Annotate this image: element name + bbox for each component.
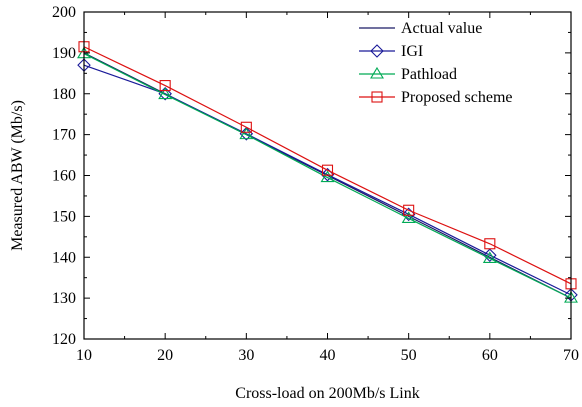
y-tick-label: 160 — [52, 168, 76, 185]
x-tick-label: 30 — [238, 347, 254, 364]
data-point — [240, 121, 252, 133]
plot-area — [77, 41, 578, 303]
data-point — [159, 80, 171, 92]
x-tick-label: 10 — [76, 347, 92, 364]
y-tick-label: 130 — [52, 290, 76, 307]
square-marker — [240, 121, 252, 133]
data-point — [320, 170, 335, 183]
triangle-marker — [370, 66, 384, 79]
data-point — [158, 86, 172, 101]
diamond-marker — [483, 248, 497, 262]
square-marker — [321, 164, 334, 176]
data-point — [482, 251, 497, 264]
data-point — [401, 211, 416, 223]
x-tick-label: 40 — [320, 347, 336, 364]
data-point — [158, 87, 173, 100]
diamond-marker — [158, 86, 172, 101]
series-line — [83, 46, 572, 285]
series-proposed-scheme — [78, 41, 577, 290]
legend-label: Pathload — [401, 66, 457, 83]
square-marker — [403, 204, 415, 216]
legend-entry: Pathload — [359, 66, 457, 83]
triangle-marker — [158, 87, 173, 100]
y-tick-label: 150 — [52, 208, 76, 225]
square-marker — [159, 80, 171, 92]
axes: 120 130 140 150 160 170 180 190 200 10 20 30 40 50 60 7… — [52, 4, 579, 364]
y-tick-label: 170 — [52, 127, 76, 144]
legend-entry: IGI — [359, 43, 423, 60]
x-tick-label: 60 — [482, 347, 498, 364]
y-tick-label: 180 — [52, 86, 76, 103]
x-tick-label: 50 — [401, 347, 417, 364]
y-tick-label: 190 — [52, 45, 76, 62]
data-point — [403, 204, 415, 216]
triangle-marker — [401, 211, 416, 223]
y-axis-title: Measured ABW (Mb/s) — [9, 100, 26, 251]
series-line — [83, 53, 572, 299]
y-tick-label: 120 — [52, 331, 76, 348]
legend-label: IGI — [401, 43, 423, 60]
data-point — [483, 248, 497, 262]
triangle-marker — [320, 170, 335, 183]
square-marker — [371, 91, 383, 103]
legend-label: Actual value — [401, 20, 482, 37]
square-marker — [484, 238, 496, 250]
legend-label: Proposed scheme — [401, 89, 513, 106]
legend-entry: Actual value — [359, 20, 482, 37]
data-point — [239, 127, 254, 140]
y-tick-label: 140 — [52, 249, 76, 266]
data-point — [321, 164, 334, 176]
legend-entry: Proposed scheme — [359, 89, 513, 106]
diamond-marker — [370, 44, 384, 58]
data-point — [484, 238, 496, 250]
x-tick-label: 70 — [563, 347, 579, 364]
x-tick-label: 20 — [157, 347, 173, 364]
x-axis-title: Cross-load on 200Mb/s Link — [235, 385, 419, 402]
triangle-marker — [482, 251, 497, 264]
legend: Actual value IGI Pathload Proposed scheme — [359, 20, 513, 106]
y-tick-label: 200 — [52, 4, 76, 21]
triangle-marker — [239, 127, 254, 140]
